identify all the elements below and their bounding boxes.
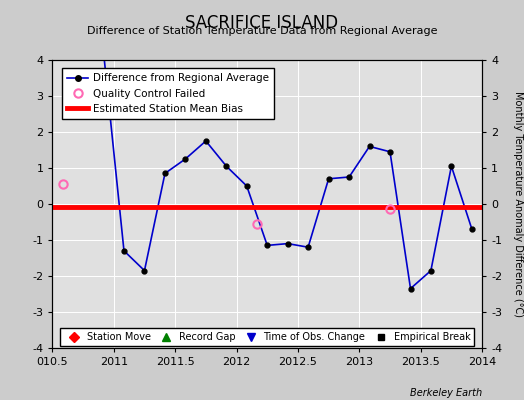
Difference from Regional Average [305,245,311,250]
Difference from Regional Average [121,248,127,253]
Difference from Regional Average [244,184,250,188]
Difference from Regional Average [387,150,393,154]
Difference from Regional Average [346,174,352,179]
Legend: Station Move, Record Gap, Time of Obs. Change, Empirical Break: Station Move, Record Gap, Time of Obs. C… [60,328,474,346]
Difference from Regional Average [223,164,230,169]
Difference from Regional Average [448,164,454,169]
Difference from Regional Average [182,156,189,161]
Difference from Regional Average [264,243,270,248]
Text: Berkeley Earth: Berkeley Earth [410,388,482,398]
Difference from Regional Average [162,171,168,176]
Difference from Regional Average [469,227,475,232]
Line: Difference from Regional Average: Difference from Regional Average [101,50,474,291]
Y-axis label: Monthly Temperature Anomaly Difference (°C): Monthly Temperature Anomaly Difference (… [514,91,523,317]
Text: Difference of Station Temperature Data from Regional Average: Difference of Station Temperature Data f… [87,26,437,36]
Difference from Regional Average [325,176,332,181]
Difference from Regional Average [203,139,209,144]
Difference from Regional Average [141,268,148,273]
Difference from Regional Average [366,144,373,149]
Text: SACRIFICE ISLAND: SACRIFICE ISLAND [185,14,339,32]
Difference from Regional Average [428,268,434,273]
Difference from Regional Average [101,50,107,55]
Difference from Regional Average [407,286,413,291]
Difference from Regional Average [285,241,291,246]
